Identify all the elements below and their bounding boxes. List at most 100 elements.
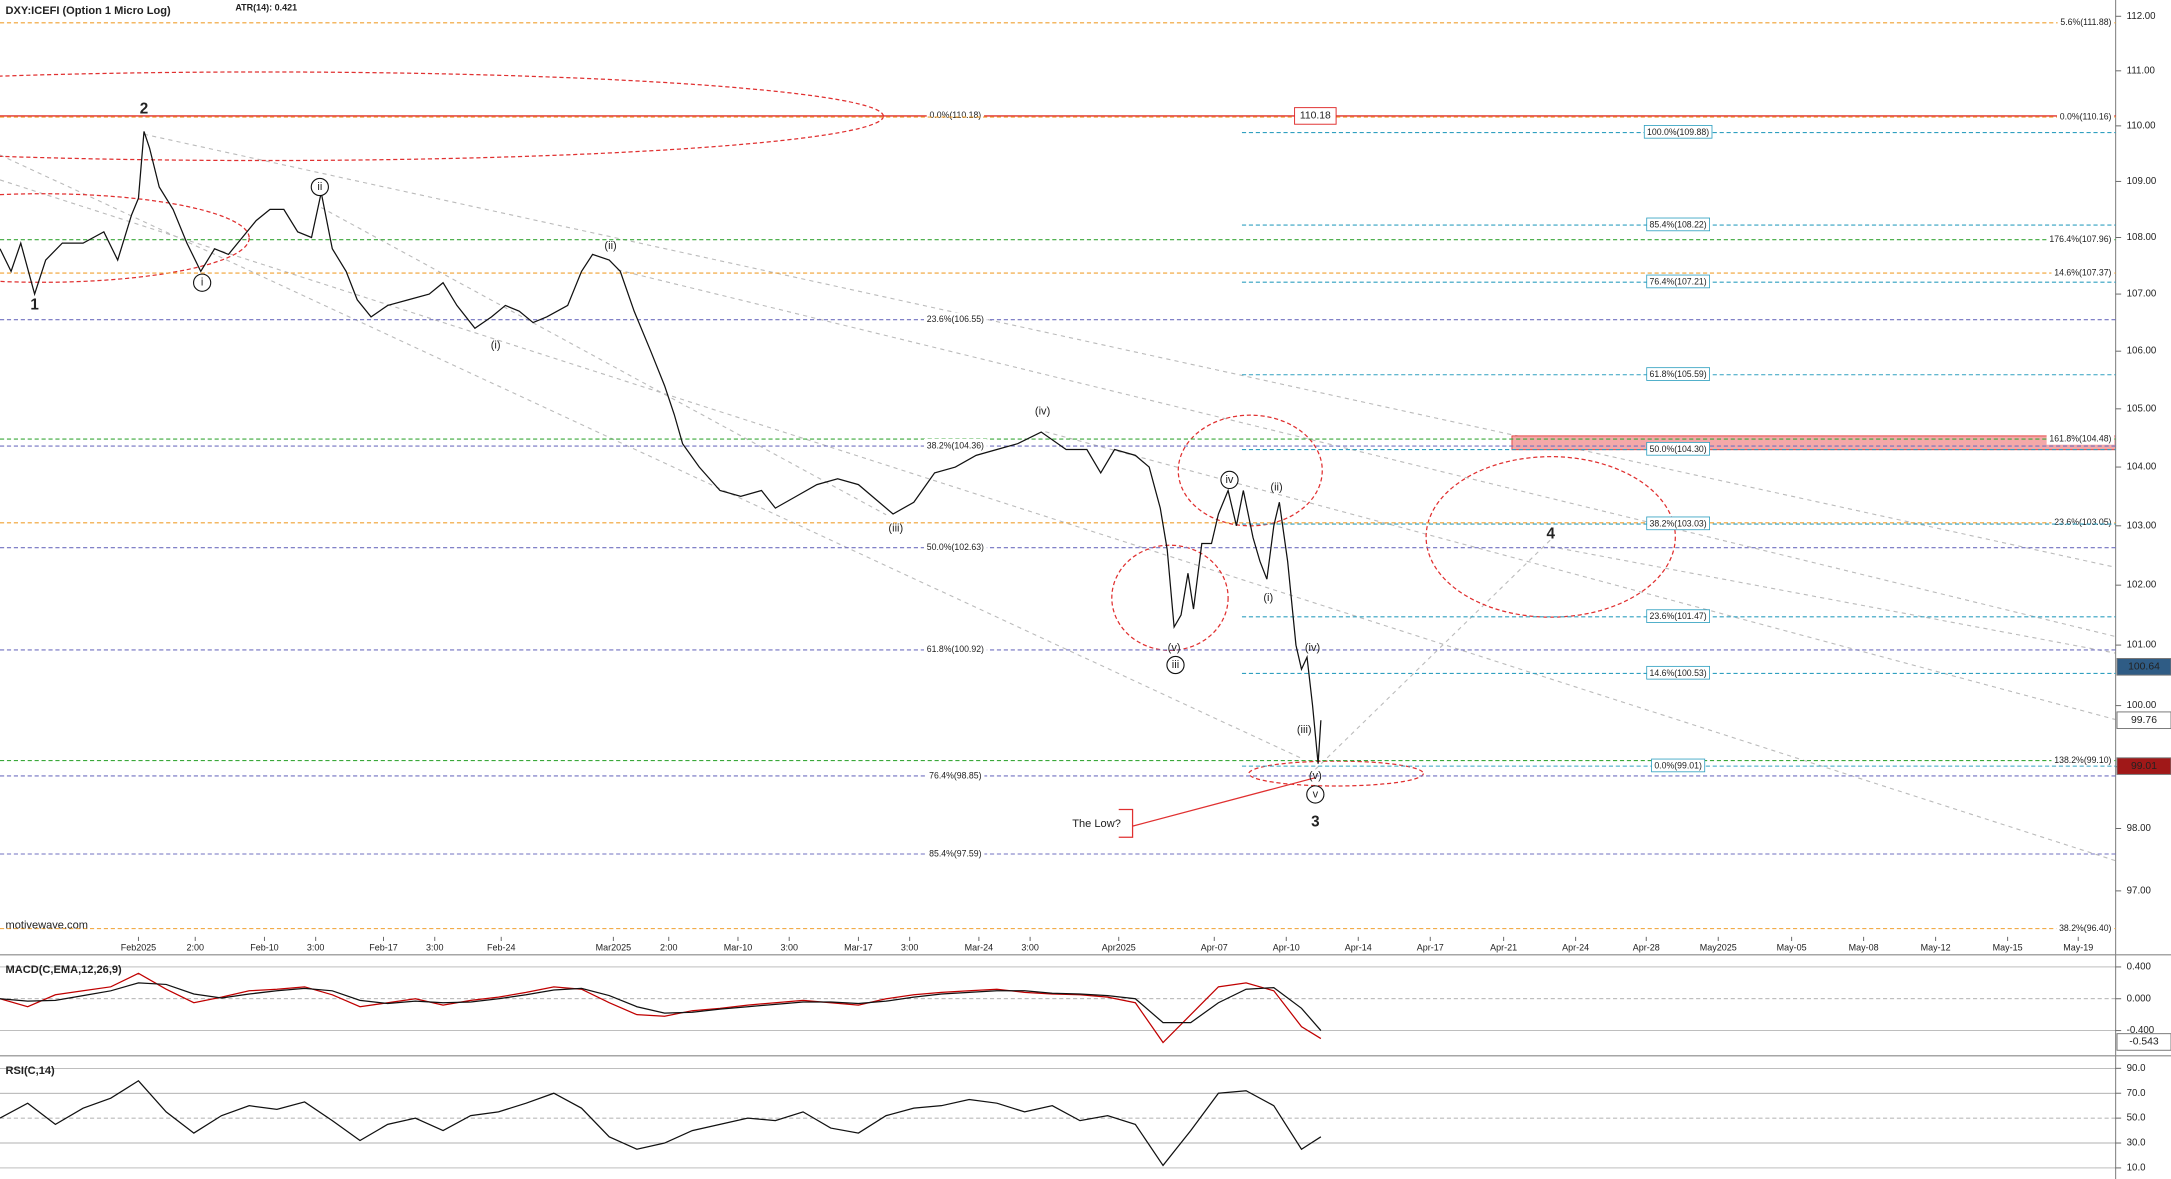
wave-label: (iii)	[1297, 724, 1312, 736]
label-background	[1646, 516, 1710, 531]
y-tick-label: 10.0	[2127, 1162, 2146, 1173]
pane-title: RSI(C,14)	[6, 1065, 56, 1077]
level-label: 50.0%(104.30)	[1649, 444, 1706, 454]
label-background	[2046, 431, 2115, 445]
y-tick-label: 98.00	[2127, 823, 2151, 834]
level-label: 38.2%(96.40)	[2059, 923, 2111, 933]
label-background	[2046, 232, 2115, 246]
label-background	[1646, 367, 1710, 381]
y-tick-label: 0.400	[2127, 961, 2151, 972]
level-label: 138.2%(99.10)	[2054, 755, 2111, 765]
label-background	[926, 108, 985, 122]
wave-label: 2	[140, 100, 148, 117]
level-label: 14.6%(100.53)	[1649, 668, 1706, 678]
price-tag-label: -0.543	[2129, 1037, 2159, 1048]
label-background	[926, 768, 985, 782]
label-background	[926, 846, 985, 860]
y-tick-label: -0.400	[2127, 1025, 2154, 1036]
x-tick-label: May-08	[1849, 942, 1879, 952]
wave-label: (iii)	[888, 523, 903, 535]
price-tag	[2116, 711, 2171, 730]
x-tick-label: Feb2025	[121, 942, 156, 952]
wave-label: (i)	[491, 339, 501, 351]
y-tick-label: 110.00	[2127, 120, 2156, 131]
x-tick-label: 2:00	[660, 942, 678, 952]
price-tag-label: 99.01	[2131, 761, 2157, 772]
level-label: 5.6%(111.88)	[2060, 17, 2111, 27]
pane-title: MACD(C,EMA,12,26,9)	[6, 964, 123, 976]
level-label: 76.4%(98.85)	[929, 770, 981, 780]
target-zone	[1511, 435, 2117, 451]
label-background	[2056, 921, 2115, 935]
x-tick-label: Mar-24	[965, 942, 993, 952]
x-tick-label: Mar-10	[724, 942, 752, 952]
label-background	[923, 642, 987, 656]
wave-label: iv	[1225, 474, 1233, 486]
wave-circle	[193, 273, 212, 292]
y-tick-label: 112.00	[2127, 11, 2156, 22]
level-label: 61.8%(100.92)	[927, 644, 984, 654]
wave-circle	[1220, 470, 1239, 490]
label-background	[1643, 125, 1713, 139]
y-tick-label: 111.00	[2127, 65, 2155, 76]
wave-label: (ii)	[604, 240, 616, 252]
pane-subtitle: ATR(14): 0.421	[235, 3, 297, 13]
x-tick-label: 3:00	[307, 942, 325, 952]
level-label: 176.4%(107.96)	[2049, 234, 2111, 244]
level-label: 76.4%(107.21)	[1649, 276, 1706, 286]
wave-label: iii	[1172, 659, 1179, 671]
wave-label: 1	[30, 296, 39, 313]
price-tag	[1294, 107, 1337, 125]
x-tick-label: 3:00	[1021, 942, 1039, 952]
low-pointer	[1118, 777, 1316, 838]
x-tick-label: Feb-24	[487, 942, 515, 952]
label-background	[2051, 515, 2115, 529]
wave-circle	[310, 177, 329, 197]
label-background	[923, 438, 987, 452]
y-tick-label: 100.00	[2127, 700, 2157, 711]
wave-label: (iv)	[1305, 642, 1320, 654]
price-tag	[2116, 658, 2171, 676]
level-label: 61.8%(105.59)	[1649, 369, 1706, 379]
y-tick-label: 70.0	[2127, 1088, 2146, 1099]
level-label: 14.6%(107.37)	[2054, 267, 2111, 277]
level-label: 85.4%(108.22)	[1649, 219, 1706, 229]
level-label: 0.0%(110.16)	[2060, 111, 2112, 121]
level-label: 0.0%(99.01)	[1654, 760, 1702, 770]
level-label: 0.0%(110.18)	[929, 110, 981, 120]
x-tick-label: 3:00	[426, 942, 444, 952]
wave-circle	[1306, 785, 1325, 804]
wave-label: (i)	[1263, 592, 1273, 604]
label-background	[923, 312, 987, 326]
level-label: 38.2%(103.03)	[1649, 518, 1706, 528]
label-background	[2056, 109, 2115, 123]
x-tick-label: Apr2025	[1102, 942, 1136, 952]
pane-title: DXY:ICEFI (Option 1 Micro Log)	[6, 5, 171, 17]
label-background	[2051, 753, 2115, 767]
y-tick-label: 108.00	[2127, 232, 2157, 243]
label-background	[1646, 217, 1710, 232]
label-background	[2051, 265, 2115, 279]
wave-label: (v)	[1168, 642, 1181, 654]
level-label: 23.6%(101.47)	[1649, 611, 1706, 621]
wave-label: ii	[317, 181, 322, 193]
x-tick-label: Apr-10	[1273, 942, 1300, 952]
wave-label: The Low?	[1072, 818, 1121, 830]
label-background	[923, 540, 987, 554]
wave-circle	[1166, 655, 1185, 675]
label-background	[2057, 15, 2115, 29]
y-tick-label: 30.0	[2127, 1138, 2146, 1149]
price-line	[0, 972, 1322, 1044]
y-tick-label: 90.0	[2127, 1063, 2146, 1074]
price-tag-label: 110.18	[1300, 111, 1331, 122]
x-tick-label: Apr-21	[1490, 942, 1517, 952]
y-tick-label: 97.00	[2127, 885, 2151, 896]
y-tick-label: 0.000	[2127, 993, 2151, 1004]
level-label: 50.0%(102.63)	[927, 542, 984, 552]
y-tick-label: 50.0	[2127, 1113, 2146, 1124]
y-tick-label: 106.00	[2127, 346, 2157, 357]
label-background	[1646, 665, 1710, 680]
x-tick-label: Feb-17	[369, 942, 397, 952]
x-tick-label: Apr-17	[1417, 942, 1444, 952]
wave-label: i	[201, 277, 203, 289]
